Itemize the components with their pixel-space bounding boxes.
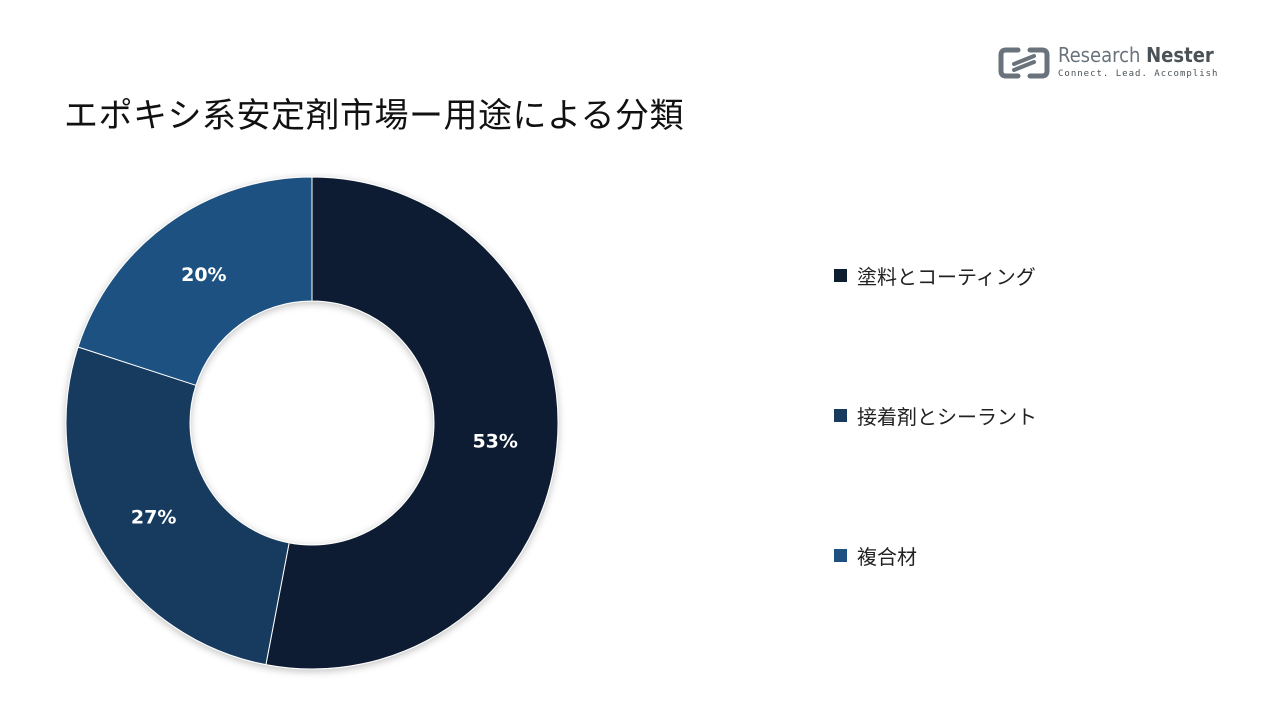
legend-swatch	[834, 268, 847, 282]
legend-label: 複合材	[857, 544, 917, 569]
legend-item-adhesives-sealants: 接着剤とシーラント	[834, 400, 1037, 430]
donut-slice-adhesives-sealants	[65, 346, 290, 666]
data-label-coatings: 53%	[472, 430, 517, 452]
legend-label: 塗料とコーティング	[857, 264, 1036, 289]
donut-slice-labels: 53% 27% 20%	[131, 264, 518, 529]
donut-slices	[65, 176, 559, 670]
donut-slice-composites	[77, 176, 313, 386]
logo-brand: Research Nester	[1058, 43, 1214, 67]
legend-swatch	[834, 408, 847, 422]
donut-chart: 53% 27% 20%	[65, 176, 559, 670]
legend-swatch	[834, 548, 847, 562]
legend-item-composites: 複合材	[834, 540, 917, 570]
donut-slice-coatings	[265, 176, 559, 670]
logo-tagline: Connect. Lead. Accomplish	[1058, 69, 1219, 79]
logo: Research Nester Connect. Lead. Accomplis…	[998, 44, 1228, 84]
research-nester-logo-icon	[998, 47, 1050, 79]
legend-label: 接着剤とシーラント	[857, 404, 1037, 429]
data-label-adhesives-sealants: 27%	[131, 507, 176, 529]
page-title: エポキシ系安定剤市場ー用途による分類	[64, 96, 684, 136]
data-label-composites: 20%	[181, 264, 226, 286]
legend-item-coatings: 塗料とコーティング	[834, 260, 1036, 290]
